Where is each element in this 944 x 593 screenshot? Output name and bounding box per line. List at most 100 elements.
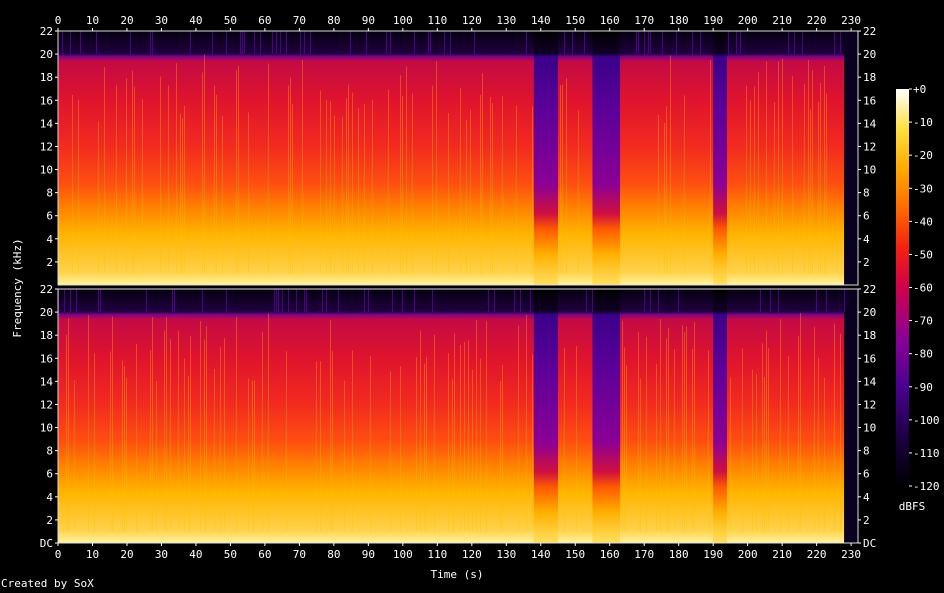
y-tick-label: 16 xyxy=(40,352,53,365)
y-tick-label: 12 xyxy=(40,140,53,153)
transient-streak xyxy=(254,31,255,55)
x-tick-label-top: 110 xyxy=(427,14,447,27)
x-tick-label-top: 120 xyxy=(462,14,482,27)
x-tick-label-top: 0 xyxy=(55,14,62,27)
spectral-streak xyxy=(370,355,371,532)
transient-streak xyxy=(364,289,365,313)
spectral-streak xyxy=(480,358,481,532)
transient-streak xyxy=(514,289,515,313)
transient-streak xyxy=(368,289,369,313)
transient-streak xyxy=(276,289,277,313)
spectral-streak xyxy=(180,113,181,274)
transient-streak xyxy=(450,31,451,55)
y-tick-label: 12 xyxy=(40,398,53,411)
spectral-streak xyxy=(470,109,471,274)
spectral-streak xyxy=(358,108,359,274)
transient-streak xyxy=(322,289,323,313)
spectral-streak xyxy=(292,103,293,274)
x-tick-label: 160 xyxy=(600,548,620,561)
spectral-streak xyxy=(468,340,469,532)
spectral-streak xyxy=(742,348,743,532)
colorbar-tick-label: -80 xyxy=(913,348,933,361)
transient-streak xyxy=(650,289,651,313)
transient-streak xyxy=(402,289,403,313)
spectral-streak xyxy=(774,102,775,274)
spectral-streak xyxy=(818,101,819,274)
x-tick-label: 130 xyxy=(496,548,516,561)
x-tick-label: 60 xyxy=(258,548,271,561)
x-tick-label-top: 230 xyxy=(841,14,861,27)
y-tick-label-right: 6 xyxy=(863,210,870,223)
spectral-streak xyxy=(798,336,799,532)
x-tick-label-top: 10 xyxy=(86,14,99,27)
colorbar-scale xyxy=(896,89,909,486)
spectral-streak xyxy=(766,61,767,274)
spectral-streak xyxy=(402,95,403,274)
spectral-streak xyxy=(810,109,811,274)
x-tick-label-top: 170 xyxy=(634,14,654,27)
spectral-streak xyxy=(660,319,661,532)
spectral-streak xyxy=(178,331,179,532)
spectral-streak xyxy=(818,357,819,532)
transient-streak xyxy=(212,31,213,55)
quiet-segment xyxy=(533,289,558,543)
x-tick-label-top: 20 xyxy=(120,14,133,27)
y-tick-label-right: 10 xyxy=(863,422,876,435)
x-tick-label: 50 xyxy=(224,548,237,561)
spectral-streak xyxy=(824,65,825,274)
x-tick-label: 0 xyxy=(55,548,62,561)
colorbar-tick-label: -60 xyxy=(913,282,933,295)
y-tick-label-right: 12 xyxy=(863,398,876,411)
x-tick-label-top: 30 xyxy=(155,14,168,27)
transient-streak xyxy=(692,31,693,55)
y-tick-label-right: 22 xyxy=(863,25,876,38)
spectral-streak xyxy=(74,380,75,532)
transient-streak xyxy=(62,31,63,55)
spectral-streak xyxy=(532,354,533,532)
y-tick-label-right: 16 xyxy=(863,94,876,107)
spectral-streak xyxy=(364,104,365,274)
spectral-streak xyxy=(66,334,67,532)
spectral-streak xyxy=(448,353,449,532)
y-tick-label-right: 18 xyxy=(863,329,876,342)
transient-streak xyxy=(296,289,297,313)
spectral-streak xyxy=(500,380,501,532)
y-tick-label: 6 xyxy=(46,468,53,481)
transient-streak xyxy=(338,289,339,313)
spectral-streak xyxy=(658,114,659,274)
spectral-streak xyxy=(202,72,203,274)
panel-frame xyxy=(57,30,859,286)
transient-streak xyxy=(788,31,789,55)
y-tick-label: 4 xyxy=(46,491,53,504)
transient-streak xyxy=(816,289,817,313)
x-tick-label-top: 50 xyxy=(224,14,237,27)
spectral-streak xyxy=(778,61,779,274)
spectral-streak xyxy=(562,84,563,274)
transient-streak xyxy=(648,31,649,55)
transient-streak xyxy=(584,31,585,55)
transient-streak xyxy=(826,289,827,313)
colorbar-tick-label: -20 xyxy=(913,149,933,162)
y-tick-label: 16 xyxy=(40,94,53,107)
spectral-streak xyxy=(684,95,685,274)
y-tick-label-right: 14 xyxy=(863,117,877,130)
x-tick-label-top: 150 xyxy=(565,14,585,27)
y-tick-label-right: 8 xyxy=(863,445,870,458)
y-tick-label-right: 16 xyxy=(863,352,876,365)
spectral-streak xyxy=(756,374,757,532)
spectral-streak xyxy=(670,55,671,274)
spectral-streak xyxy=(684,332,685,532)
spectral-streak xyxy=(94,353,95,532)
x-tick-label: 230 xyxy=(841,548,861,561)
transient-streak xyxy=(152,31,153,55)
spectral-streak xyxy=(68,318,69,532)
transient-streak xyxy=(80,31,81,55)
spectral-streak xyxy=(224,338,225,532)
spectral-streak xyxy=(320,361,321,532)
silence-region xyxy=(844,31,858,285)
spectral-streak xyxy=(420,330,421,532)
y-tick-label-right: 12 xyxy=(863,140,876,153)
spectral-streak xyxy=(170,339,171,532)
y-tick-label-right: 4 xyxy=(863,491,870,504)
x-tick-label-top: 130 xyxy=(496,14,516,27)
